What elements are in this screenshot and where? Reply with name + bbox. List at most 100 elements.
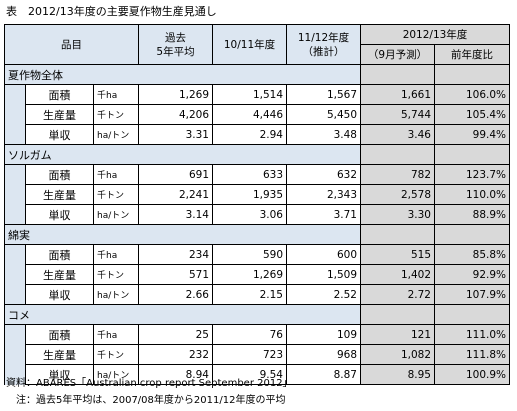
table-row: 単収 ha/トン 2.66 2.15 2.52 2.72 107.9%	[4, 284, 510, 305]
row-indent	[4, 324, 26, 345]
source-note: 資料：ABARES「Australian crop report Septemb…	[6, 378, 293, 389]
header-forecast: （9月予測）	[360, 44, 435, 65]
unit-label: 千トン	[93, 344, 139, 365]
value-avg5: 3.14	[138, 204, 213, 225]
value-avg5: 1,269	[138, 84, 213, 105]
footnote: 注：過去5年平均は、2007/08年度から2011/12年度の平均	[6, 395, 286, 406]
value-avg5: 3.31	[138, 124, 213, 145]
value-yoy: 99.4%	[434, 124, 510, 145]
category-forecast-blank	[360, 304, 435, 325]
value-yoy: 107.9%	[434, 284, 510, 305]
value-forecast: 3.46	[360, 124, 435, 145]
value-avg5: 4,206	[138, 104, 213, 125]
value-y1011: 9.54	[212, 364, 287, 385]
unit-label: ha/トン	[93, 204, 139, 225]
table-row: 面積 千ha 691 633 632 782 123.7%	[4, 164, 510, 185]
value-y1112: 968	[286, 344, 361, 365]
unit-label: ha/トン	[93, 284, 139, 305]
item-label: 単収	[25, 284, 94, 305]
value-y1011: 4,446	[212, 104, 287, 125]
table-row: 生産量 千トン 571 1,269 1,509 1,402 92.9%	[4, 264, 510, 285]
value-y1112: 5,450	[286, 104, 361, 125]
value-y1011: 1,514	[212, 84, 287, 105]
item-label: 生産量	[25, 104, 94, 125]
value-forecast: 1,082	[360, 344, 435, 365]
row-indent	[4, 84, 26, 105]
value-forecast: 2,578	[360, 184, 435, 205]
value-avg5: 2,241	[138, 184, 213, 205]
value-y1112: 1,509	[286, 264, 361, 285]
value-y1112: 8.87	[286, 364, 361, 385]
row-indent	[4, 204, 26, 225]
value-avg5: 234	[138, 244, 213, 265]
row-indent	[4, 104, 26, 125]
header-avg5: 過去 5年平均	[138, 24, 213, 65]
value-yoy: 110.0%	[434, 184, 510, 205]
value-yoy: 105.4%	[434, 104, 510, 125]
value-y1011: 2.15	[212, 284, 287, 305]
value-y1112: 2,343	[286, 184, 361, 205]
value-y1011: 590	[212, 244, 287, 265]
row-indent	[4, 344, 26, 365]
header-y1011: 10/11年度	[212, 24, 287, 65]
row-indent	[4, 364, 26, 385]
value-avg5: 2.66	[138, 284, 213, 305]
unit-label: 千ha	[93, 84, 139, 105]
value-forecast: 8.95	[360, 364, 435, 385]
value-yoy: 92.9%	[434, 264, 510, 285]
value-y1011: 1,269	[212, 264, 287, 285]
row-indent	[4, 244, 26, 265]
value-forecast: 1,402	[360, 264, 435, 285]
value-forecast: 3.30	[360, 204, 435, 225]
unit-label: 千トン	[93, 184, 139, 205]
unit-label: 千トン	[93, 264, 139, 285]
table-row: 生産量 千トン 2,241 1,935 2,343 2,578 110.0%	[4, 184, 510, 205]
category-label: 綿実	[4, 224, 361, 245]
header-y1112: 11/12年度 （推計）	[286, 24, 361, 65]
crop-outlook-table: 品目 過去 5年平均 10/11年度 11/12年度 （推計） 2012/13年…	[4, 24, 510, 385]
item-label: 単収	[25, 364, 94, 385]
category-yoy-blank	[434, 224, 510, 245]
unit-label: 千ha	[93, 244, 139, 265]
category-yoy-blank	[434, 304, 510, 325]
value-avg5: 691	[138, 164, 213, 185]
value-y1011: 2.94	[212, 124, 287, 145]
value-avg5: 25	[138, 324, 213, 345]
unit-label: 千ha	[93, 324, 139, 345]
header-item: 品目	[4, 24, 139, 65]
category-yoy-blank	[434, 64, 510, 85]
value-forecast: 515	[360, 244, 435, 265]
value-y1112: 1,567	[286, 84, 361, 105]
item-label: 生産量	[25, 184, 94, 205]
table-row: 生産量 千トン 4,206 4,446 5,450 5,744 105.4%	[4, 104, 510, 125]
value-forecast: 782	[360, 164, 435, 185]
value-avg5: 571	[138, 264, 213, 285]
row-indent	[4, 184, 26, 205]
unit-label: 千ha	[93, 164, 139, 185]
unit-label: 千トン	[93, 104, 139, 125]
value-y1011: 3.06	[212, 204, 287, 225]
item-label: 単収	[25, 124, 94, 145]
table-row: 面積 千ha 1,269 1,514 1,567 1,661 106.0%	[4, 84, 510, 105]
row-indent	[4, 264, 26, 285]
table-row: 単収 ha/トン 3.31 2.94 3.48 3.46 99.4%	[4, 124, 510, 145]
value-y1112: 600	[286, 244, 361, 265]
category-yoy-blank	[434, 144, 510, 165]
value-y1011: 633	[212, 164, 287, 185]
table-row: 単収 ha/トン 8.94 9.54 8.87 8.95 100.9%	[4, 364, 510, 385]
table-row: 単収 ha/トン 3.14 3.06 3.71 3.30 88.9%	[4, 204, 510, 225]
item-label: 生産量	[25, 344, 94, 365]
category-forecast-blank	[360, 144, 435, 165]
row-indent	[4, 164, 26, 185]
value-yoy: 106.0%	[434, 84, 510, 105]
value-y1011: 76	[212, 324, 287, 345]
item-label: 単収	[25, 204, 94, 225]
value-y1112: 3.71	[286, 204, 361, 225]
item-label: 面積	[25, 84, 94, 105]
row-indent	[4, 124, 26, 145]
value-y1011: 723	[212, 344, 287, 365]
item-label: 面積	[25, 324, 94, 345]
value-forecast: 1,661	[360, 84, 435, 105]
value-yoy: 88.9%	[434, 204, 510, 225]
category-label: ソルガム	[4, 144, 361, 165]
